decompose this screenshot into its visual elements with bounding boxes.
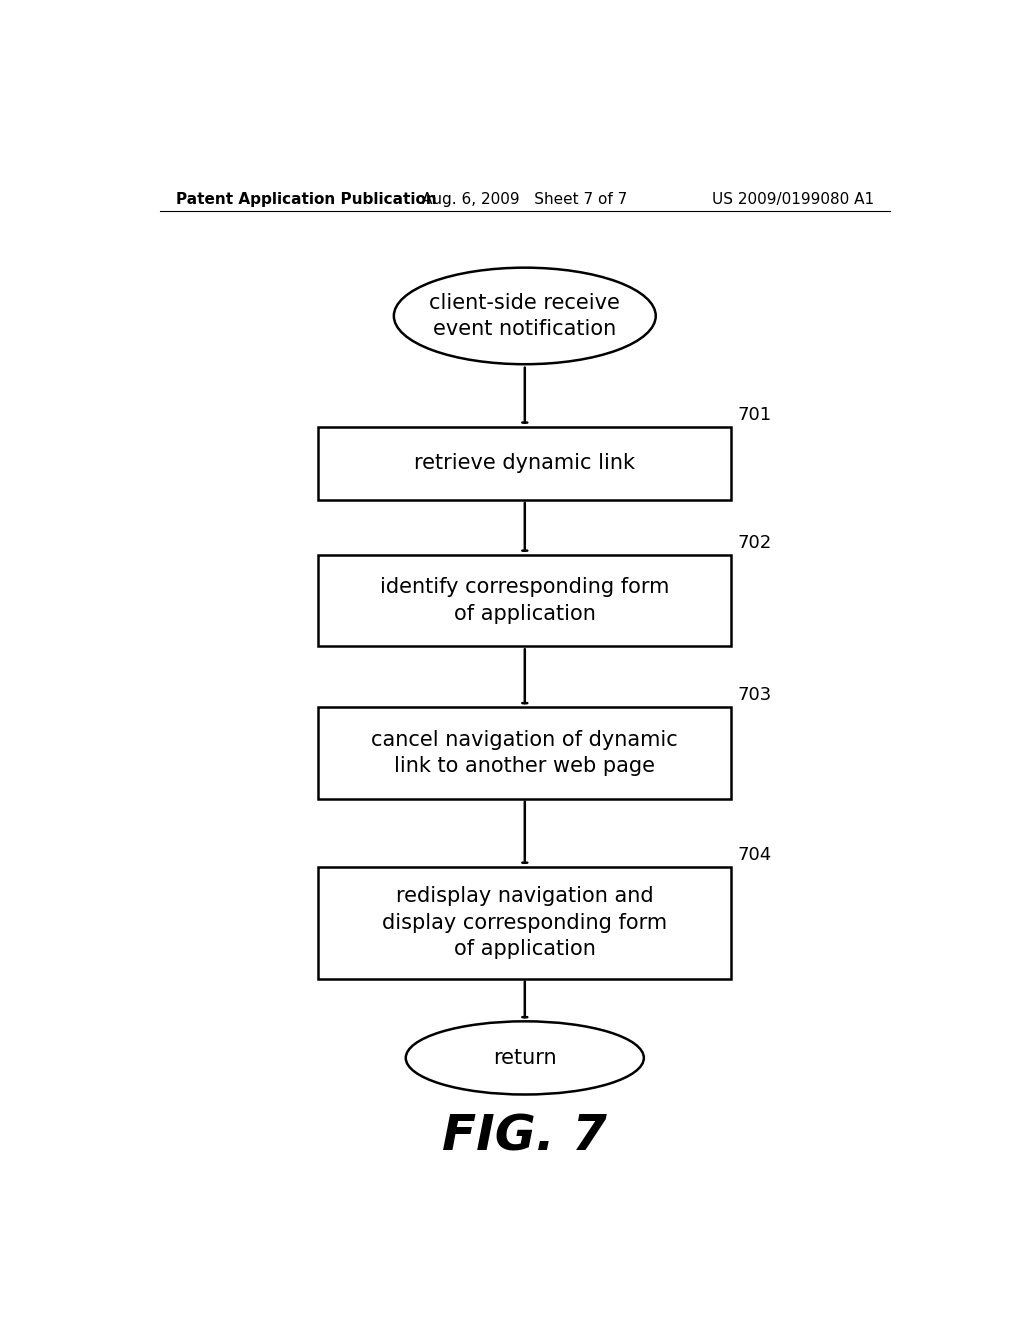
Ellipse shape bbox=[394, 268, 655, 364]
Text: 702: 702 bbox=[737, 533, 772, 552]
Text: client-side receive
event notification: client-side receive event notification bbox=[429, 293, 621, 339]
Text: return: return bbox=[493, 1048, 557, 1068]
Bar bbox=[318, 554, 731, 647]
Text: 703: 703 bbox=[737, 686, 772, 704]
Text: retrieve dynamic link: retrieve dynamic link bbox=[415, 453, 635, 474]
Bar bbox=[318, 867, 731, 978]
Text: US 2009/0199080 A1: US 2009/0199080 A1 bbox=[712, 191, 873, 206]
Text: identify corresponding form
of application: identify corresponding form of applicati… bbox=[380, 577, 670, 624]
Bar bbox=[318, 426, 731, 500]
Text: redisplay navigation and
display corresponding form
of application: redisplay navigation and display corresp… bbox=[382, 886, 668, 960]
Ellipse shape bbox=[406, 1022, 644, 1094]
Bar bbox=[318, 708, 731, 799]
Text: Patent Application Publication: Patent Application Publication bbox=[176, 191, 436, 206]
Text: 701: 701 bbox=[737, 405, 772, 424]
Text: Aug. 6, 2009   Sheet 7 of 7: Aug. 6, 2009 Sheet 7 of 7 bbox=[422, 191, 628, 206]
Text: FIG. 7: FIG. 7 bbox=[442, 1113, 607, 1160]
Text: cancel navigation of dynamic
link to another web page: cancel navigation of dynamic link to ano… bbox=[372, 730, 678, 776]
Text: 704: 704 bbox=[737, 846, 772, 863]
